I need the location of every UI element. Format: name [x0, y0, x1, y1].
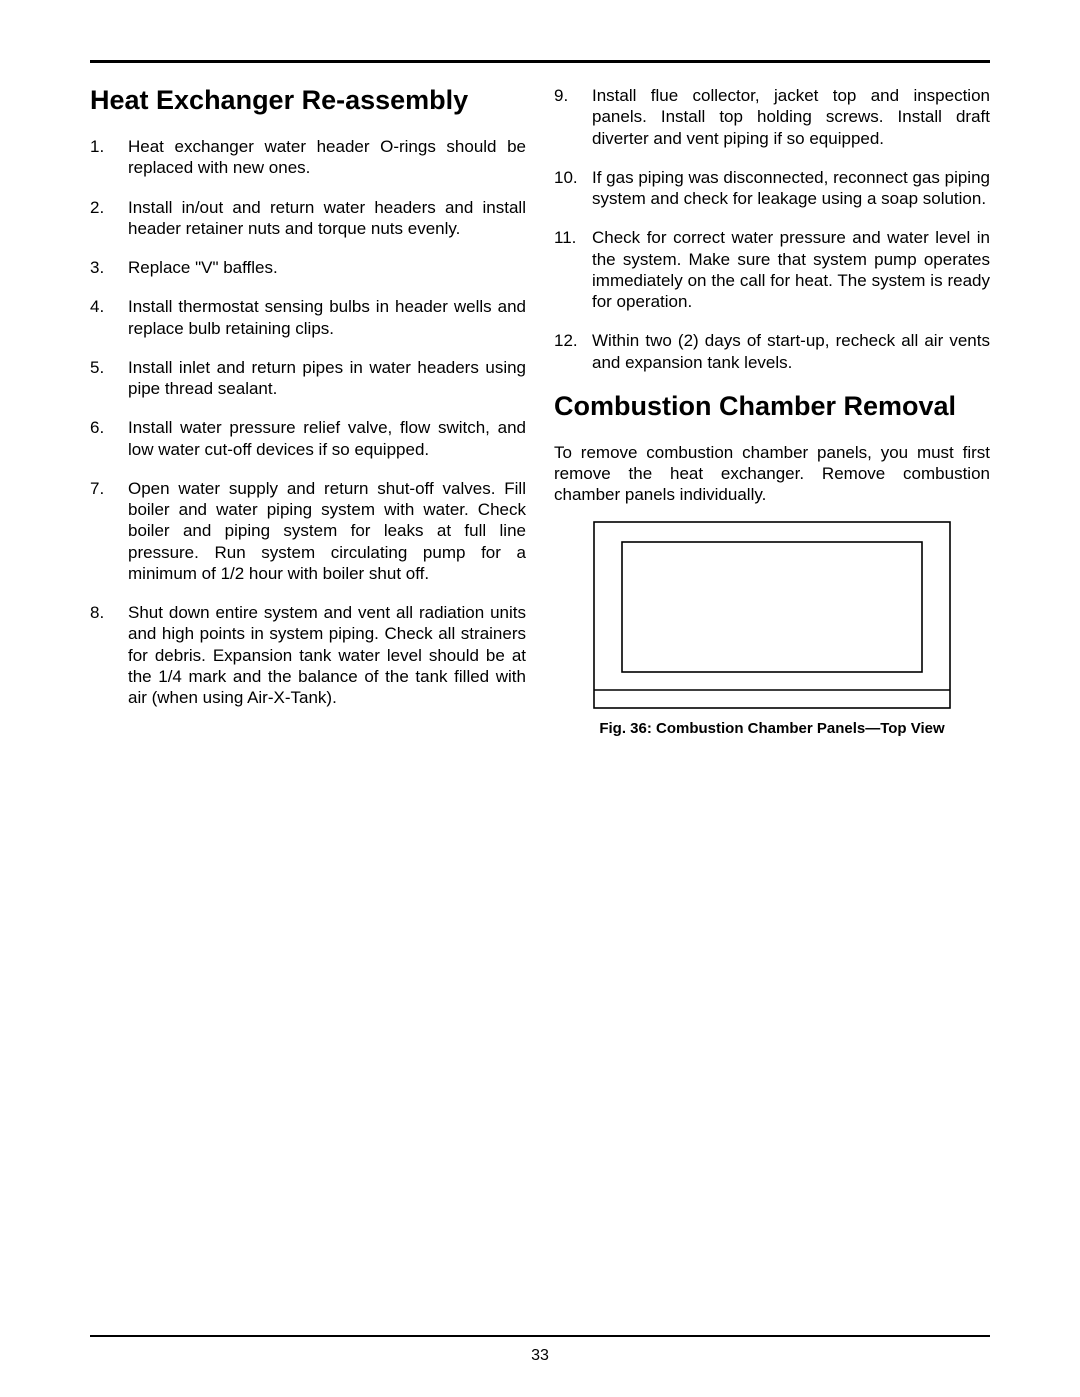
figure-svg: [592, 520, 952, 710]
list-item: Within two (2) days of start-up, recheck…: [554, 330, 990, 373]
list-item: Install in/out and return water headers …: [90, 197, 526, 240]
heading-heat-exchanger: Heat Exchanger Re-assembly: [90, 85, 526, 116]
heading-combustion-chamber: Combustion Chamber Removal: [554, 391, 990, 422]
top-rule: [90, 60, 990, 63]
figure-box: [592, 520, 952, 710]
content-columns: Heat Exchanger Re-assembly Heat exchange…: [90, 85, 990, 737]
list-item: If gas piping was disconnected, reconnec…: [554, 167, 990, 210]
list-item: Open water supply and return shut-off va…: [90, 478, 526, 584]
right-column: Install flue collector, jacket top and i…: [554, 85, 990, 737]
left-steps-list: Heat exchanger water header O-rings shou…: [90, 136, 526, 708]
combustion-paragraph: To remove combustion chamber panels, you…: [554, 442, 990, 506]
list-item: Install flue collector, jacket top and i…: [554, 85, 990, 149]
right-steps-list: Install flue collector, jacket top and i…: [554, 85, 990, 373]
list-item: Install thermostat sensing bulbs in head…: [90, 296, 526, 339]
list-item: Heat exchanger water header O-rings shou…: [90, 136, 526, 179]
page-number: 33: [90, 1347, 990, 1365]
list-item: Install water pressure relief valve, flo…: [90, 417, 526, 460]
page-footer: 33: [90, 1335, 990, 1365]
figure-wrap: Fig. 36: Combustion Chamber Panels—Top V…: [554, 520, 990, 737]
list-item: Shut down entire system and vent all rad…: [90, 602, 526, 708]
list-item: Replace "V" baffles.: [90, 257, 526, 278]
left-column: Heat Exchanger Re-assembly Heat exchange…: [90, 85, 526, 737]
list-item: Install inlet and return pipes in water …: [90, 357, 526, 400]
bottom-rule: [90, 1335, 990, 1337]
list-item: Check for correct water pressure and wat…: [554, 227, 990, 312]
figure-caption: Fig. 36: Combustion Chamber Panels—Top V…: [554, 720, 990, 737]
